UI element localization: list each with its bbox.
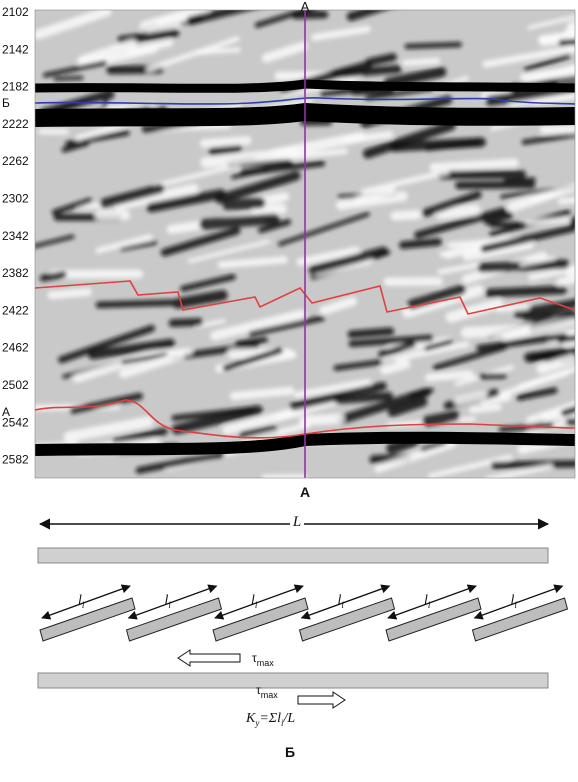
seismic-section <box>35 0 578 479</box>
depth-axis: 2102 2142 2182 2222 2262 2302 2342 2382 2422 2462… <box>2 5 29 467</box>
texture-stroke <box>495 464 576 465</box>
texture-stroke <box>338 396 388 400</box>
texture-stroke <box>205 219 275 225</box>
texture-stroke <box>506 179 534 181</box>
depth-label: 2182 <box>2 80 29 94</box>
depth-label: 2102 <box>2 5 29 19</box>
texture-stroke <box>238 340 264 344</box>
texture-stroke <box>370 57 393 62</box>
texture-stroke <box>173 322 200 323</box>
texture-stroke <box>51 292 87 295</box>
texture-stroke <box>228 203 260 205</box>
texture-stroke <box>159 19 183 22</box>
texture-stroke <box>99 303 171 305</box>
texture-stroke <box>296 15 325 16</box>
texture-stroke <box>304 419 339 421</box>
texture-stroke <box>488 215 509 221</box>
segment-sub: i <box>82 600 85 610</box>
depth-label: 2382 <box>2 266 29 280</box>
texture-stroke <box>490 290 563 293</box>
length-label: L <box>292 514 301 530</box>
texture-stroke <box>533 354 553 358</box>
texture-stroke <box>221 260 284 265</box>
depth-label: 2262 <box>2 154 29 168</box>
texture-stroke <box>429 374 470 378</box>
texture-stroke <box>257 209 281 211</box>
formula: Ky=Σli/L <box>245 711 295 728</box>
depth-label: 2222 <box>2 117 29 131</box>
texture-stroke <box>352 331 391 334</box>
segment <box>213 598 308 641</box>
stress-arrow-left <box>178 650 240 666</box>
bottom-plate <box>38 673 548 688</box>
texture-stroke <box>434 163 514 168</box>
texture-stroke <box>234 391 290 396</box>
segment-label: li <box>78 593 85 610</box>
caption: А <box>300 484 310 500</box>
caption: Б <box>285 744 295 760</box>
top-plate <box>38 548 548 563</box>
depth-label: 2462 <box>2 341 29 355</box>
segment-label: li <box>511 593 518 610</box>
texture-stroke <box>566 343 578 344</box>
segment-label: li <box>165 593 172 610</box>
texture-stroke <box>523 220 567 223</box>
depth-label: 2302 <box>2 192 29 206</box>
texture-stroke <box>385 364 406 370</box>
texture-stroke <box>562 41 578 43</box>
profile-marker: A <box>301 0 310 14</box>
texture-stroke <box>441 210 475 214</box>
texture-stroke <box>405 61 437 63</box>
texture-stroke <box>395 215 417 216</box>
segment <box>40 598 135 641</box>
texture-stroke <box>569 419 578 421</box>
depth-label: 2582 <box>2 453 29 467</box>
texture-stroke <box>198 50 238 53</box>
depth-label: 2342 <box>2 229 29 243</box>
texture-stroke <box>544 129 578 130</box>
texture-stroke <box>56 78 82 79</box>
stress-label: τmax <box>252 651 274 668</box>
texture-stroke <box>481 376 503 377</box>
texture-stroke <box>407 45 459 47</box>
segment <box>127 598 222 641</box>
texture-stroke <box>213 148 238 151</box>
subscript: max <box>257 658 275 668</box>
f-k: K <box>245 711 256 726</box>
texture-stroke <box>43 275 63 279</box>
segment-sub: i <box>255 600 258 610</box>
horizon-label: A <box>2 405 10 419</box>
segment <box>473 598 568 641</box>
segment-label: li <box>338 593 345 610</box>
f-mid: =Σl <box>259 711 281 726</box>
subscript: max <box>261 690 279 700</box>
segment-label: li <box>251 593 258 610</box>
segment-sub: i <box>428 600 431 610</box>
segment-label: li <box>424 593 431 610</box>
stress-arrow-right <box>298 692 345 708</box>
texture-stroke <box>472 407 498 410</box>
segment-sub: i <box>168 600 171 610</box>
segments: li li li li li li <box>40 586 568 641</box>
segment <box>386 598 481 641</box>
segment <box>300 598 395 641</box>
segment-sub: i <box>514 600 517 610</box>
horizon-label: Б <box>2 96 10 110</box>
depth-label: 2502 <box>2 378 29 392</box>
texture-stroke <box>459 395 484 401</box>
texture-stroke <box>204 140 247 143</box>
texture-stroke <box>403 242 438 245</box>
texture-stroke <box>459 185 532 186</box>
depth-label: 2142 <box>2 42 29 56</box>
texture-stroke <box>499 307 526 309</box>
texture-stroke <box>428 416 455 421</box>
depth-label: 2422 <box>2 303 29 317</box>
f-end: /L <box>283 711 296 726</box>
segment-sub: i <box>341 600 344 610</box>
